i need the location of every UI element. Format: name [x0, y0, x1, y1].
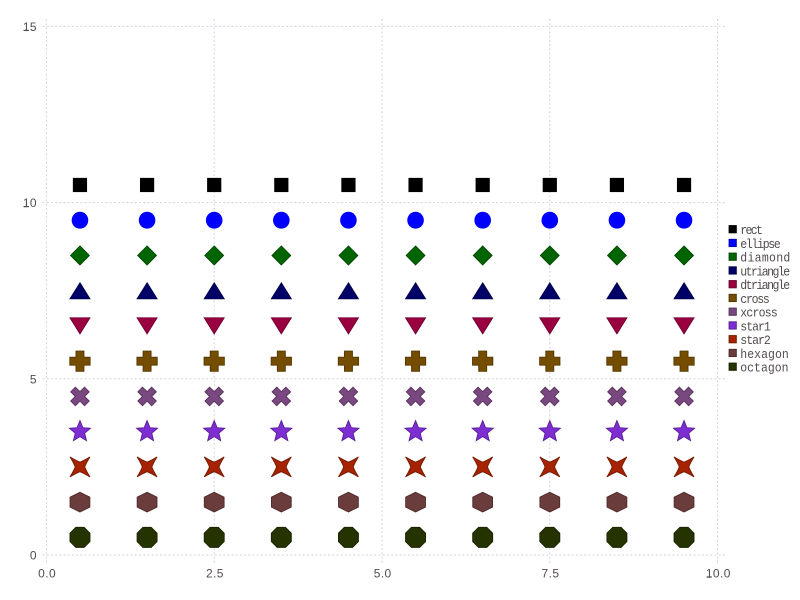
svg-text:hexagon: hexagon [740, 347, 789, 362]
svg-text:10.0: 10.0 [706, 567, 731, 581]
svg-text:star2: star2 [740, 333, 771, 348]
svg-text:cross: cross [740, 292, 770, 307]
svg-text:rect: rect [740, 223, 763, 238]
svg-text:2.5: 2.5 [206, 567, 224, 581]
svg-text:diamond: diamond [740, 251, 790, 266]
svg-text:0.0: 0.0 [38, 567, 56, 581]
svg-text:star1: star1 [740, 320, 771, 335]
svg-text:5: 5 [30, 372, 37, 386]
svg-text:10: 10 [23, 196, 37, 210]
svg-text:dtriangle: dtriangle [740, 278, 790, 293]
svg-text:ellipse: ellipse [740, 237, 781, 252]
svg-text:xcross: xcross [740, 306, 778, 321]
svg-text:15: 15 [23, 20, 37, 34]
svg-text:octagon: octagon [740, 361, 788, 376]
svg-text:7.5: 7.5 [542, 567, 560, 581]
svg-text:utriangle: utriangle [740, 265, 790, 280]
svg-text:5.0: 5.0 [374, 567, 392, 581]
svg-text:0: 0 [30, 549, 37, 563]
